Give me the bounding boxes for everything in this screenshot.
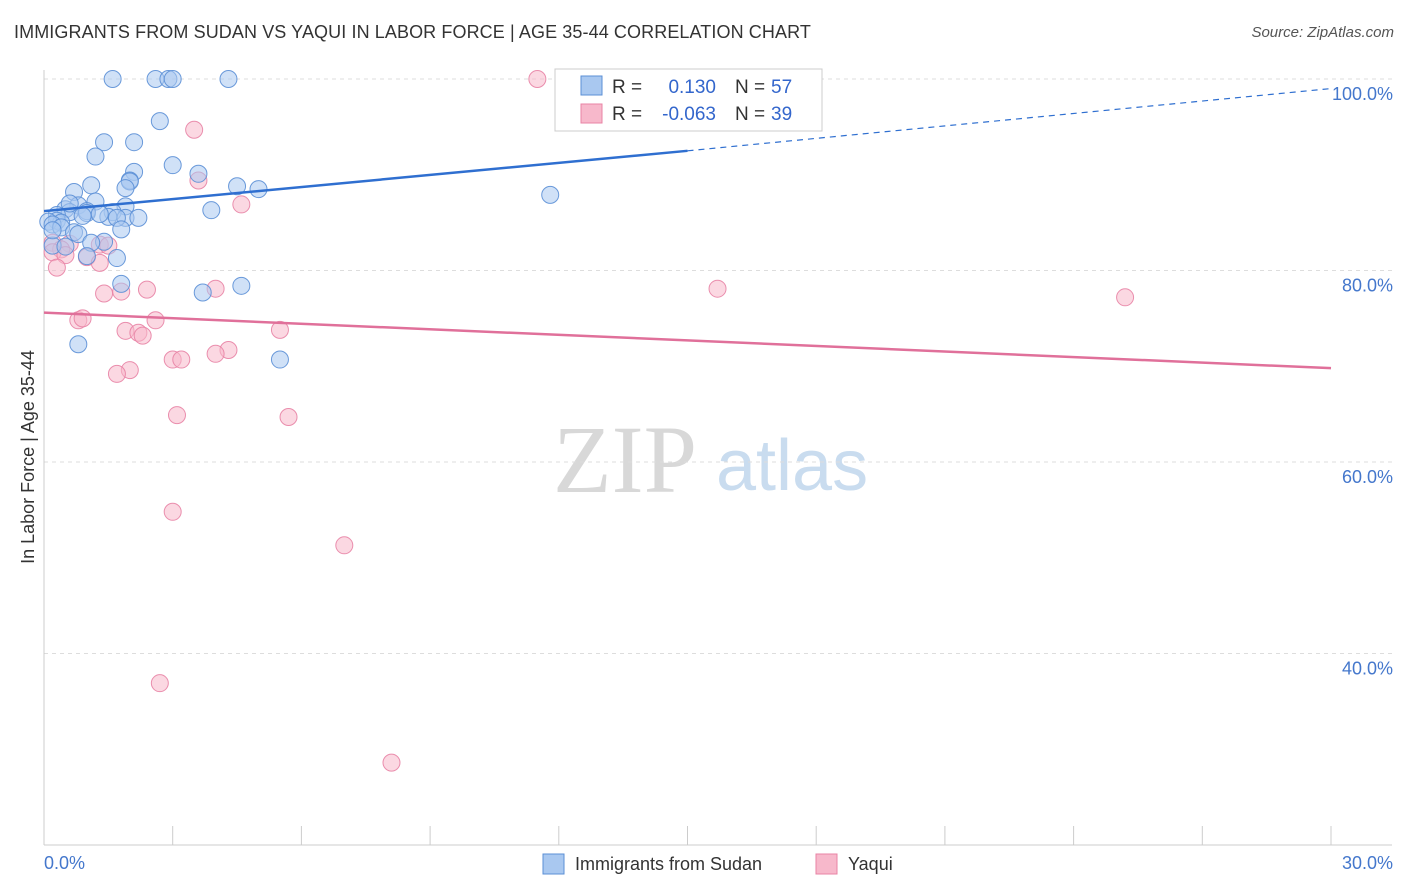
point-pink-1: [185, 120, 204, 139]
legend-n-value-pink: 39: [771, 104, 792, 125]
bottom-legend-label-blue: Immigrants from Sudan: [575, 854, 762, 874]
point-blue-32: [129, 208, 148, 227]
point-pink-32: [107, 364, 126, 383]
point-blue-14: [82, 176, 101, 195]
trendline-blue-extension: [687, 87, 1332, 152]
point-blue-29: [73, 206, 92, 225]
point-blue-51: [69, 335, 88, 354]
point-blue-16: [228, 177, 247, 196]
gridlines: [44, 78, 1392, 654]
point-pink-21: [73, 309, 92, 328]
watermark-zip: ZIP: [553, 406, 697, 513]
y-tick-label-100: 100.0%: [1332, 84, 1393, 104]
point-blue-7: [95, 133, 114, 152]
x-tick-label-max: 30.0%: [1342, 853, 1393, 873]
point-pink-22: [146, 311, 165, 330]
point-blue-45: [56, 237, 75, 256]
trendline-blue: [43, 149, 688, 213]
point-blue-17: [249, 180, 268, 199]
point-blue-11: [189, 164, 208, 183]
axes: [43, 70, 1392, 846]
legend-r-label-blue: R =: [612, 77, 642, 98]
point-pink-26: [270, 320, 289, 339]
bottom-legend: Immigrants from Sudan Yaqui: [542, 853, 893, 875]
x-ticks: [43, 826, 1332, 845]
y-tick-label-80: 80.0%: [1342, 276, 1393, 296]
bottom-legend-swatch-pink: [815, 853, 838, 875]
bottom-legend-label-pink: Yaqui: [848, 854, 893, 874]
point-pink-3: [232, 195, 251, 214]
legend-swatch-blue: [580, 75, 603, 96]
legend-swatch-pink: [580, 103, 603, 124]
point-blue-3: [163, 70, 182, 88]
point-blue-50: [193, 283, 212, 302]
chart-source: Source: ZipAtlas.com: [1251, 24, 1394, 41]
point-pink-28: [206, 344, 225, 363]
y-tick-labels: 40.0% 60.0% 80.0% 100.0%: [1332, 84, 1393, 679]
point-pink-34: [279, 407, 298, 426]
point-blue-56: [202, 201, 221, 220]
point-blue-6: [125, 133, 144, 152]
legend-r-label-pink: R =: [612, 104, 642, 125]
point-pink-25: [133, 326, 152, 345]
legend-n-label-blue: N =: [735, 77, 765, 98]
point-blue-41: [69, 225, 88, 244]
point-pink-13: [47, 258, 66, 277]
point-blue-5: [150, 112, 169, 131]
point-pink-38: [382, 753, 401, 772]
point-pink-18: [708, 279, 727, 298]
point-blue-0: [103, 70, 122, 88]
point-blue-9: [86, 147, 105, 166]
point-blue-54: [90, 205, 109, 224]
correlation-legend: R = 0.130 N = 57 R = -0.063 N = 39: [554, 68, 823, 132]
point-pink-0: [528, 70, 547, 88]
trendline-pink: [43, 311, 1332, 370]
legend-r-value-pink: -0.063: [662, 104, 716, 125]
point-blue-15: [116, 179, 135, 198]
point-blue-4: [219, 70, 238, 88]
point-blue-19: [541, 185, 560, 204]
legend-n-label-pink: N =: [735, 104, 765, 125]
point-pink-14: [95, 284, 114, 303]
series-immigrants-from-sudan: [39, 70, 560, 369]
watermark: ZIP atlas: [553, 406, 868, 513]
point-blue-48: [112, 274, 131, 293]
point-pink-16: [137, 280, 156, 299]
point-pink-36: [335, 536, 354, 555]
trendlines: [43, 87, 1332, 370]
point-blue-39: [112, 220, 131, 239]
point-blue-53: [43, 221, 62, 240]
y-tick-label-40: 40.0%: [1342, 659, 1393, 679]
x-tick-label-min: 0.0%: [44, 853, 85, 873]
point-blue-47: [107, 249, 126, 268]
point-pink-37: [150, 674, 169, 693]
point-blue-49: [232, 276, 251, 295]
bottom-legend-swatch-blue: [542, 853, 565, 875]
watermark-atlas: atlas: [716, 426, 868, 506]
y-axis-title: In Labor Force | Age 35-44: [18, 350, 38, 564]
y-tick-label-60: 60.0%: [1342, 467, 1393, 487]
chart-title: IMMIGRANTS FROM SUDAN VS YAQUI IN LABOR …: [14, 22, 811, 42]
point-pink-33: [167, 406, 186, 425]
point-blue-46: [77, 247, 96, 266]
point-pink-19: [1116, 288, 1135, 307]
point-pink-35: [163, 502, 182, 521]
point-blue-8: [163, 156, 182, 175]
point-pink-30: [172, 350, 191, 369]
point-blue-52: [270, 350, 289, 369]
legend-n-value-blue: 57: [771, 77, 792, 98]
legend-r-value-blue: 0.130: [668, 77, 716, 98]
